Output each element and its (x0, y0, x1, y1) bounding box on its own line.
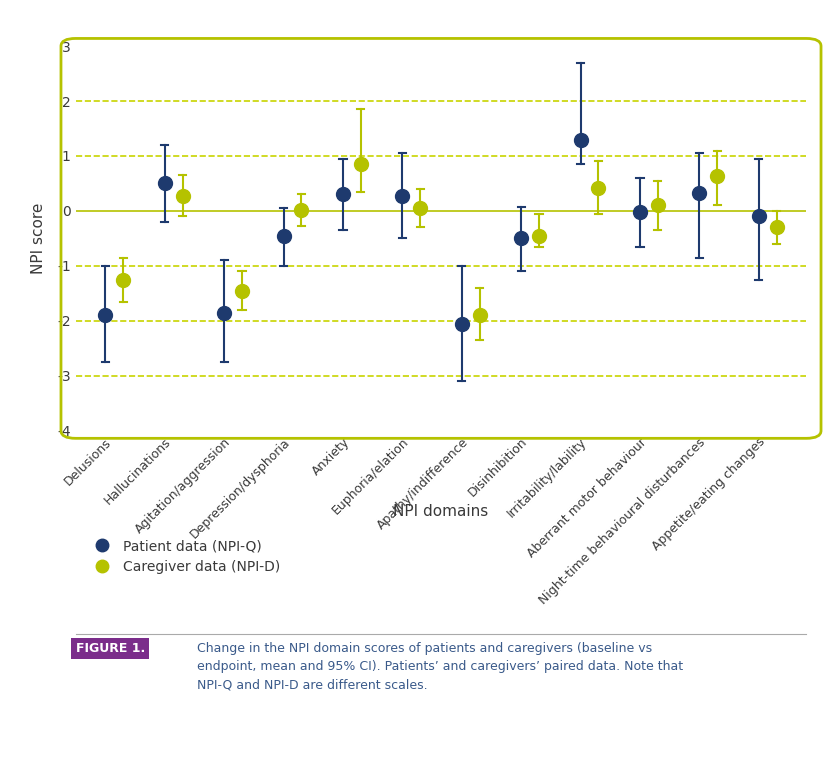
Legend: Patient data (NPI-Q), Caregiver data (NPI-D): Patient data (NPI-Q), Caregiver data (NP… (82, 534, 286, 580)
Text: Change in the NPI domain scores of patients and caregivers (baseline vs
endpoint: Change in the NPI domain scores of patie… (197, 642, 684, 691)
Y-axis label: NPI score: NPI score (31, 203, 46, 274)
Text: FIGURE 1.: FIGURE 1. (76, 642, 144, 655)
Text: NPI domains: NPI domains (393, 504, 489, 519)
